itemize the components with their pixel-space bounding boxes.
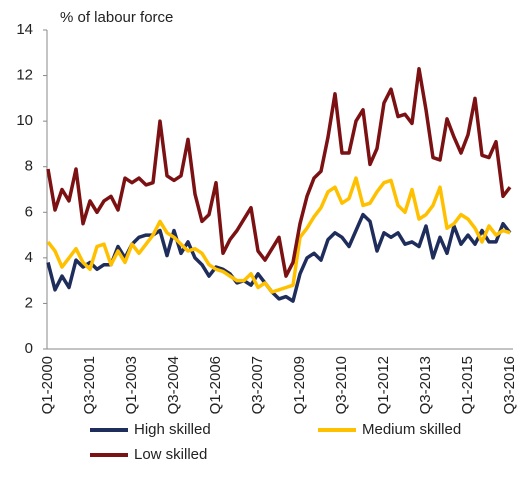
y-tick-label: 14 — [16, 21, 33, 38]
series-line — [46, 66, 512, 278]
x-tick-label: Q3-2001 — [81, 356, 98, 414]
series-line — [46, 176, 511, 294]
x-tick-label: Q1-2012 — [375, 356, 392, 414]
x-tick-label: Q3-2004 — [165, 356, 182, 414]
x-tick-label: Q1-2003 — [123, 356, 140, 414]
x-tick-label: Q1-2009 — [291, 356, 308, 414]
y-tick-label: 12 — [16, 67, 33, 84]
x-tick-label: Q1-2015 — [459, 356, 476, 414]
x-tick-label: Q1-2000 — [39, 356, 56, 414]
legend-label: Medium skilled — [362, 421, 461, 438]
y-tick-label: 0 — [25, 340, 33, 357]
legend-label: Low skilled — [134, 446, 207, 463]
x-tick-label: Q3-2013 — [417, 356, 434, 414]
x-tick-label: Q1-2006 — [207, 356, 224, 414]
y-tick-label: 8 — [25, 158, 33, 175]
x-tick-label: Q3-2007 — [249, 356, 266, 414]
y-tick-label: 4 — [25, 249, 33, 266]
y-tick-label: 2 — [25, 294, 33, 311]
y-tick-label: 6 — [25, 203, 33, 220]
y-axis-label: % of labour force — [60, 9, 173, 26]
x-tick-label: Q3-2016 — [501, 356, 518, 414]
legend-label: High skilled — [134, 421, 211, 438]
x-tick-label: Q3-2010 — [333, 356, 350, 414]
y-tick-label: 10 — [16, 112, 33, 129]
